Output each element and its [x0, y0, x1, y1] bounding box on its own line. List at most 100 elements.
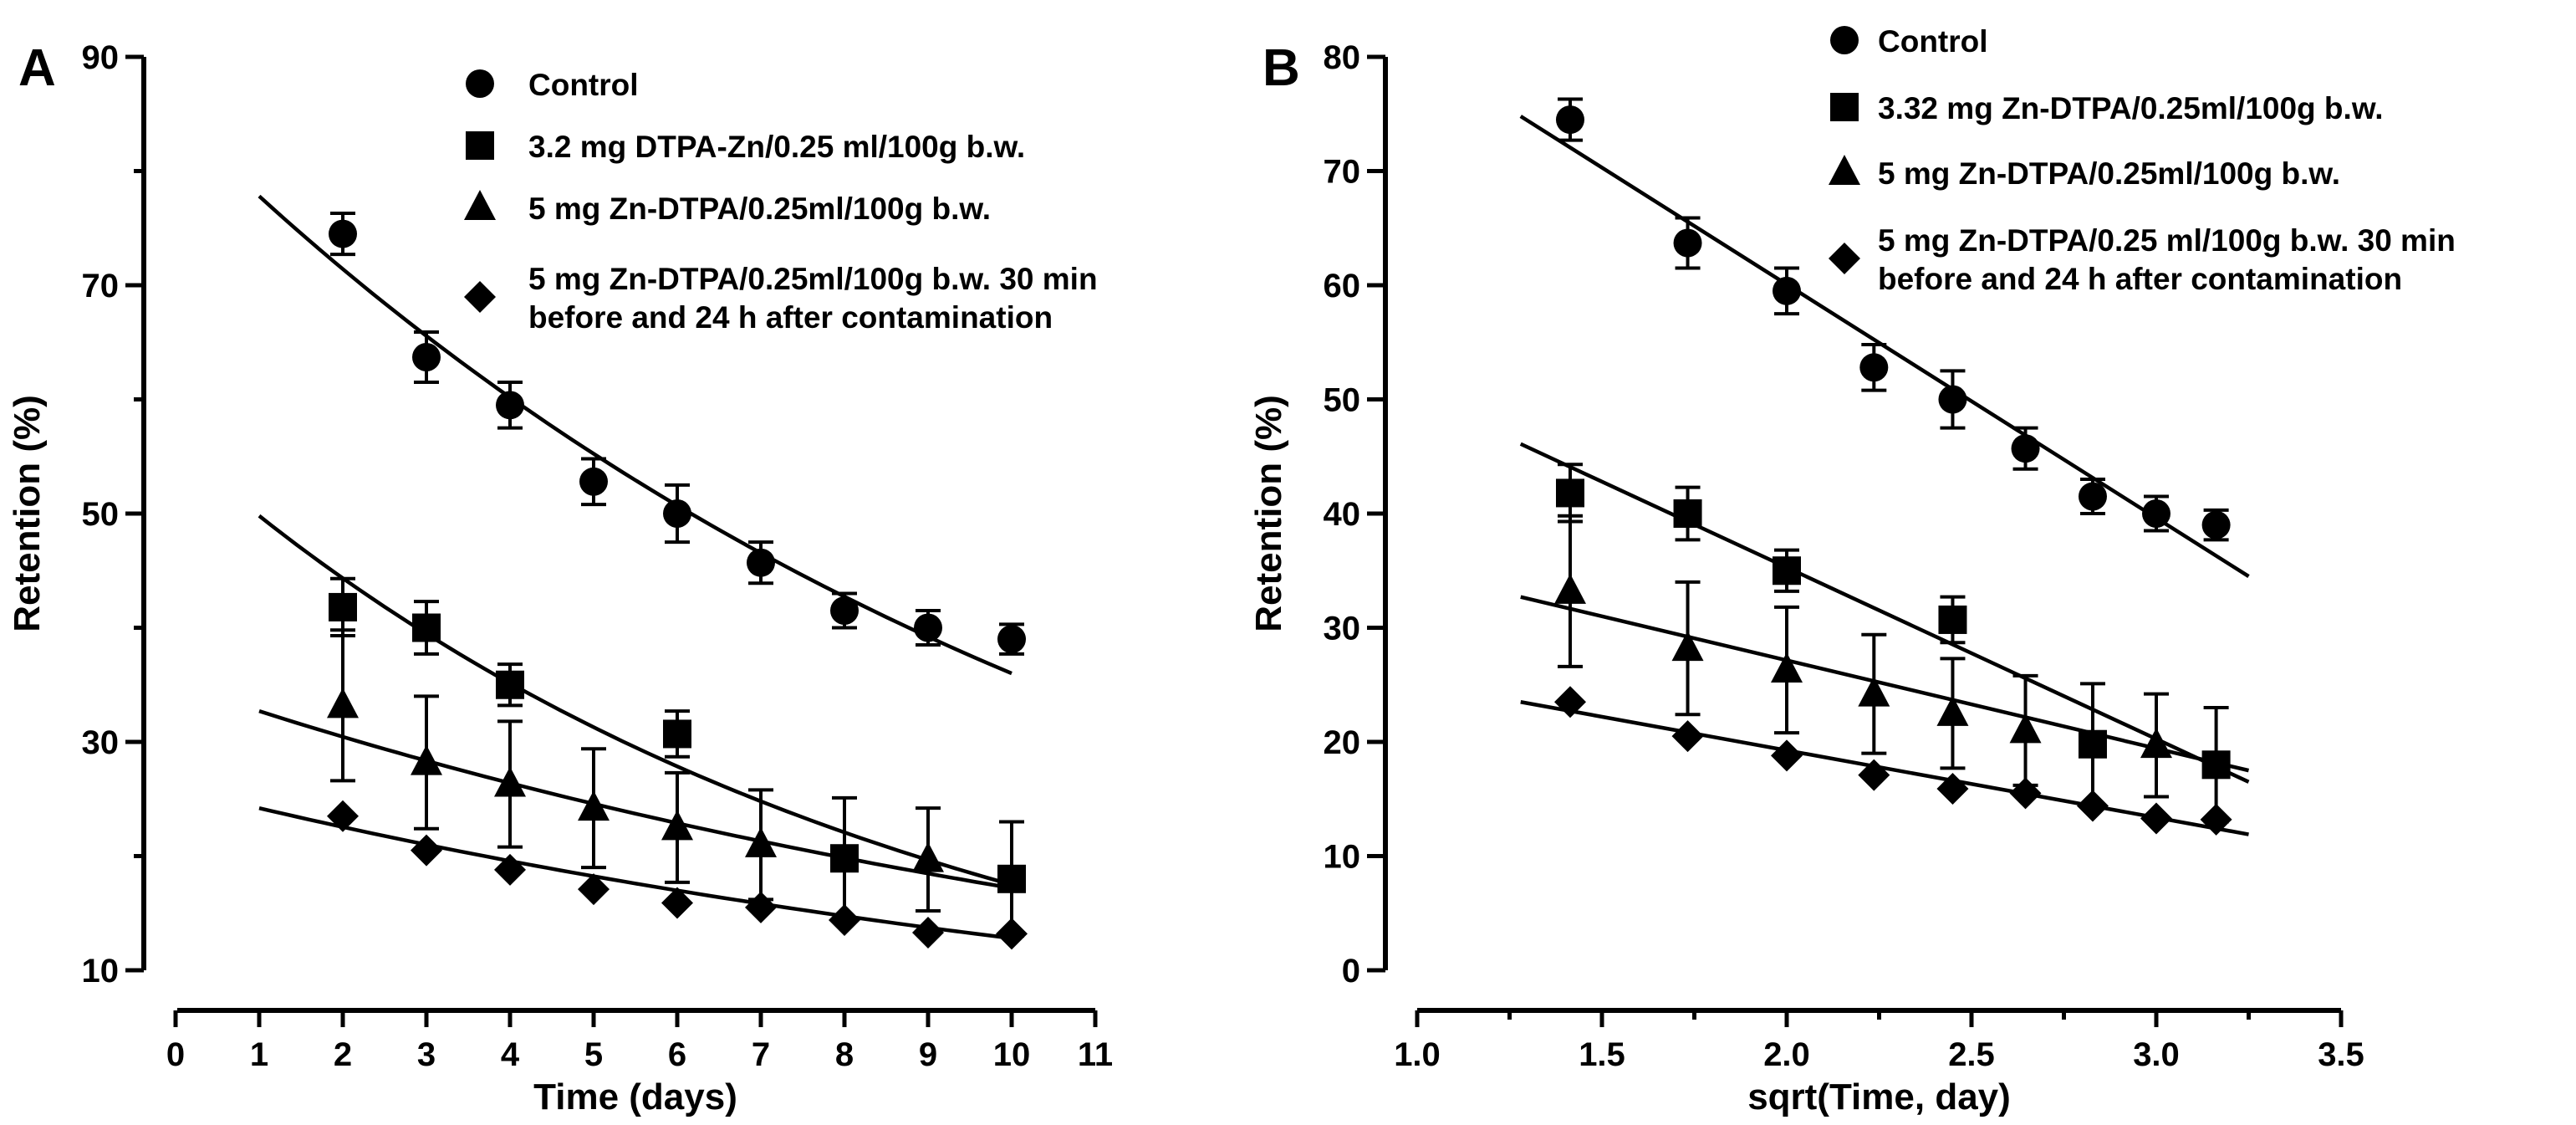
fit-curve: [258, 194, 1013, 676]
data-point-square: [663, 719, 691, 749]
legend-marker-square: [466, 131, 494, 160]
data-point-square: [1555, 478, 1584, 508]
legend-label: 3.2 mg DTPA-Zn/0.25 ml/100g b.w.: [528, 130, 1025, 164]
data-point-triangle: [411, 744, 442, 775]
x-tick-label: 2.5: [1948, 1036, 1995, 1073]
legend-label: before and 24 h after contamination: [1878, 262, 2402, 296]
legend-marker-diamond: [1829, 243, 1860, 274]
y-tick-label: 0: [1342, 953, 1360, 989]
data-point-diamond: [2009, 777, 2042, 810]
data-point-square: [1773, 556, 1801, 586]
data-point-circle: [914, 613, 942, 642]
fit-line: [1520, 700, 2249, 836]
data-point-circle: [579, 467, 608, 496]
x-tick-label: 3: [417, 1036, 436, 1073]
fit-line: [1520, 595, 2250, 773]
data-point-diamond: [661, 887, 693, 919]
x-tick-label: 5: [584, 1036, 603, 1073]
data-point-diamond: [1553, 686, 1586, 718]
x-tick-label: 1: [250, 1036, 268, 1073]
legend-label: before and 24 h after contamination: [528, 300, 1053, 335]
x-tick-label: 8: [835, 1036, 854, 1073]
data-point-circle: [2201, 510, 2231, 539]
legend-label: 5 mg Zn-DTPA/0.25ml/100g b.w. 30 min: [528, 262, 1098, 296]
data-point-diamond: [327, 800, 359, 832]
panel-letter: B: [1262, 39, 1300, 97]
data-point-circle: [1673, 228, 1702, 258]
data-point-square: [329, 592, 357, 621]
data-point-triangle: [578, 790, 610, 821]
data-point-diamond: [1858, 759, 1890, 791]
x-tick-label: 1.5: [1579, 1036, 1625, 1073]
data-point-diamond: [2076, 790, 2109, 822]
y-tick-label: 10: [82, 953, 120, 989]
data-point-triangle: [661, 810, 693, 841]
data-point-circle: [2078, 482, 2107, 511]
panel-b: B 0 10 20 30 40 50 60 70 80 Retention (%) 1.0 1.5 2.0…: [1248, 24, 2456, 1117]
y-tick-label: 70: [1324, 154, 1361, 191]
x-tick-label: 9: [919, 1036, 937, 1073]
y-tick-label: 20: [1324, 724, 1361, 761]
data-point-circle: [2011, 434, 2040, 463]
panel-a: A 10 30 50 70 90 Retention (%) 0 1 2 3 4 5 6 7 8 9 10 11 Ti…: [7, 39, 1113, 1117]
y-axis-title: Retention (%): [1248, 395, 1289, 632]
data-point-square: [1673, 499, 1702, 528]
data-point-circle: [747, 548, 775, 577]
x-tick-label: 6: [668, 1036, 686, 1073]
y-tick-label: 40: [1324, 496, 1361, 533]
data-point-triangle: [745, 826, 777, 857]
legend-label: 5 mg Zn-DTPA/0.25 ml/100g b.w. 30 min: [1878, 223, 2456, 258]
x-tick-label: 10: [993, 1036, 1031, 1073]
data-point-circle: [997, 625, 1026, 654]
data-point-circle: [329, 219, 357, 248]
series-triangle: [1520, 514, 2250, 799]
legend: Control 3.2 mg DTPA-Zn/0.25 ml/100g b.w. 5…: [464, 68, 1098, 335]
legend: Control 3.32 mg Zn-DTPA/0.25ml/100g b.w. 5…: [1829, 24, 2456, 296]
x-axis-title: sqrt(Time, day): [1747, 1076, 2011, 1117]
data-point-diamond: [2200, 803, 2232, 836]
data-point-circle: [1938, 385, 1967, 414]
data-point-triangle: [1671, 631, 1704, 662]
data-point-triangle: [2009, 713, 2042, 744]
legend-label: 5 mg Zn-DTPA/0.25ml/100g b.w.: [1878, 156, 2340, 191]
data-point-circle: [830, 596, 859, 626]
data-point-diamond: [1936, 772, 1969, 805]
data-point-triangle: [2140, 728, 2172, 759]
y-tick-label: 10: [1324, 839, 1361, 876]
series-circle: [1519, 97, 2250, 578]
series-circle: [258, 194, 1026, 676]
data-point-diamond: [411, 834, 442, 867]
data-point-circle: [412, 342, 441, 371]
data-point-triangle: [1771, 652, 1803, 683]
x-axis-title: Time (days): [533, 1076, 737, 1117]
data-point-circle: [1555, 105, 1584, 135]
legend-label: Control: [1878, 24, 1988, 59]
y-tick-label: 30: [82, 724, 120, 761]
data-point-square: [496, 670, 524, 699]
legend-marker-triangle: [1829, 155, 1860, 185]
x-tick-label: 0: [166, 1036, 185, 1073]
fit-curve: [258, 708, 1013, 890]
x-tick-label: 2: [334, 1036, 352, 1073]
data-point-diamond: [745, 891, 777, 923]
data-point-circle: [1859, 353, 1889, 382]
data-point-triangle: [1936, 695, 1969, 726]
x-tick-label: 7: [752, 1036, 770, 1073]
data-point-circle: [2142, 499, 2170, 528]
legend-label: Control: [528, 68, 639, 102]
legend-marker-circle: [466, 69, 494, 98]
data-point-triangle: [912, 841, 944, 872]
x-tick-label: 3.5: [2318, 1036, 2364, 1073]
y-tick-label: 50: [1324, 382, 1361, 419]
legend-label: 5 mg Zn-DTPA/0.25ml/100g b.w.: [528, 192, 991, 226]
fit-curve: [258, 806, 1013, 941]
y-tick-label: 30: [1324, 611, 1361, 647]
data-point-square: [1938, 605, 1967, 634]
legend-marker-circle: [1830, 26, 1859, 54]
x-tick-label: 11: [1078, 1036, 1113, 1073]
data-point-triangle: [494, 766, 526, 797]
y-tick-label: 80: [1324, 39, 1361, 76]
data-point-square: [997, 864, 1026, 893]
data-point-diamond: [578, 873, 610, 906]
